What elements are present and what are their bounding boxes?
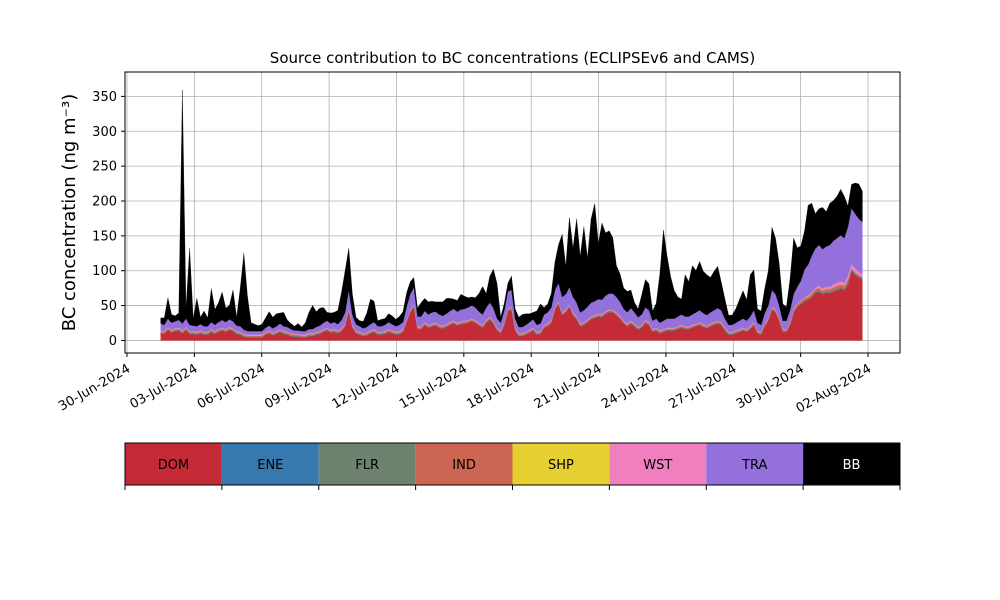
color-bar-legend: DOM ENE FLR IND SHP WST TRA BB bbox=[124, 442, 901, 490]
y-tick-label: 200 bbox=[92, 194, 117, 209]
x-tick-label: 03-Jul-2024 bbox=[128, 361, 201, 412]
legend-swatch-shp bbox=[512, 443, 610, 485]
x-tick-label: 27-Jul-2024 bbox=[666, 361, 739, 412]
legend-label-dom: DOM bbox=[158, 458, 189, 473]
legend-swatch-ind bbox=[415, 443, 513, 485]
x-tick-label: 12-Jul-2024 bbox=[330, 361, 403, 412]
legend-label-bb: BB bbox=[843, 458, 861, 473]
x-tick-label: 18-Jul-2024 bbox=[464, 361, 537, 412]
legend-swatch-tra bbox=[706, 443, 804, 485]
x-tick-label: 02-Aug-2024 bbox=[794, 361, 874, 416]
stacked-areas bbox=[160, 89, 863, 341]
y-tick-label: 150 bbox=[92, 229, 117, 244]
x-tick-label: 21-Jul-2024 bbox=[532, 361, 605, 412]
x-axis: 30-Jun-202403-Jul-202406-Jul-202409-Jul-… bbox=[56, 353, 874, 417]
legend-label-ene: ENE bbox=[257, 458, 283, 473]
legend-swatch-ene bbox=[221, 443, 319, 485]
legend-swatch-dom bbox=[125, 443, 222, 485]
plot-area-frame bbox=[124, 71, 901, 354]
y-tick-label: 100 bbox=[92, 264, 117, 279]
legend-swatch-wst bbox=[609, 443, 707, 485]
y-tick-label: 50 bbox=[100, 299, 117, 314]
y-tick-label: 300 bbox=[92, 125, 117, 140]
legend-label-tra: TRA bbox=[741, 458, 767, 473]
legend-label-ind: IND bbox=[452, 458, 476, 473]
area-series-bb bbox=[160, 89, 863, 332]
legend-label-flr: FLR bbox=[355, 458, 379, 473]
y-axis-label: BC concentration (ng m⁻³) bbox=[59, 94, 80, 332]
legend-swatch-flr bbox=[318, 443, 416, 485]
x-tick-label: 06-Jul-2024 bbox=[195, 361, 268, 412]
legend-label-wst: WST bbox=[643, 458, 672, 473]
y-tick-label: 350 bbox=[92, 90, 117, 105]
y-axis: 0 50 100 150 200 250 300 350 bbox=[92, 90, 125, 349]
x-tick-label: 24-Jul-2024 bbox=[599, 361, 672, 412]
x-tick-label: 30-Jun-2024 bbox=[56, 361, 133, 414]
chart-title: Source contribution to BC concentrations… bbox=[270, 49, 755, 67]
x-tick-label: 15-Jul-2024 bbox=[397, 361, 470, 412]
legend-label-shp: SHP bbox=[548, 458, 574, 473]
legend-swatch-bb bbox=[803, 443, 900, 485]
y-tick-label: 0 bbox=[109, 334, 117, 349]
x-tick-label: 09-Jul-2024 bbox=[262, 361, 335, 412]
y-tick-label: 250 bbox=[92, 160, 117, 175]
